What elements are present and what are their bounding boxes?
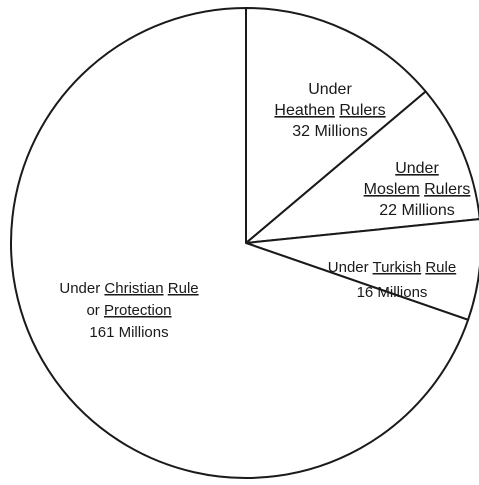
slice-label-line: Under Christian Rule — [59, 280, 198, 297]
slice-label-line: 22 Millions — [379, 202, 455, 219]
slice-label-3: Under Christian Rule or Protection 161 Mil… — [59, 280, 198, 341]
pie-slice-0 — [245, 7, 427, 244]
slice-label-line: Moslem Rulers — [364, 181, 471, 198]
slice-label-line: 32 Millions — [292, 123, 368, 140]
slice-label-line: Under Turkish Rule — [328, 259, 456, 276]
slice-label-0: Under Heathen Rulers 32 Millions — [274, 81, 385, 140]
slice-label-line: or Protection — [86, 302, 171, 319]
slice-label-line: 161 Millions — [89, 324, 168, 341]
slice-label-line: Under — [308, 81, 352, 98]
pie-slice-2 — [245, 218, 479, 321]
slice-label-2: Under Turkish Rule 16 Millions — [328, 259, 456, 301]
pie-slice-3 — [10, 7, 470, 479]
slice-label-1: Under Moslem Rulers 22 Millions — [364, 160, 471, 219]
slice-label-line: Heathen Rulers — [274, 102, 385, 119]
slice-label-line: Under — [395, 160, 439, 177]
slice-label-line: 16 Millions — [357, 284, 428, 301]
